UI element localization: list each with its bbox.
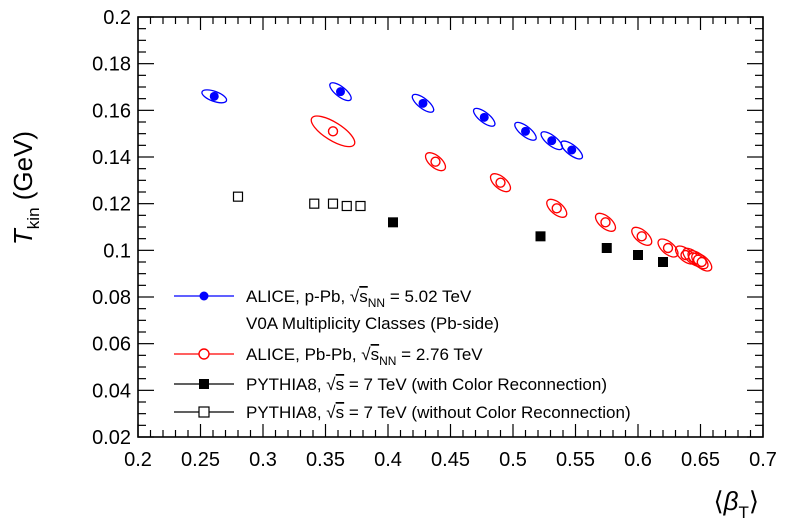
x-tick-label: 0.25: [181, 449, 220, 471]
legend-marker: [199, 291, 209, 301]
pythia-nocr-point: [327, 198, 339, 209]
p-pb-point: [336, 87, 345, 97]
y-tick-label: 0.04: [92, 380, 131, 402]
y-tick-label: 0.06: [92, 334, 131, 356]
y-axis-title: Tkin (GeV): [8, 131, 43, 245]
legend-marker: [198, 406, 210, 418]
x-tick-label: 0.4: [374, 449, 402, 471]
pb-pb-point: [600, 217, 611, 228]
y-tick-label: 0.14: [92, 147, 131, 169]
legend-label: PYTHIA8, √s = 7 TeV (with Color Reconnec…: [246, 375, 607, 394]
legend-label: ALICE, Pb-Pb, √sNN = 2.76 TeV: [246, 345, 483, 368]
pb-pb-contour: [489, 173, 512, 193]
pb-pb-point: [551, 203, 562, 214]
pythia-nocr-point: [232, 191, 244, 202]
legend-label: ALICE, p-Pb, √sNN = 5.02 TeV: [246, 287, 472, 310]
axes: 0.2 0.25 0.3 0.35 0.4 0.45 0.5 0.55 0.6 0.65 0.7 0.…: [92, 7, 777, 471]
pb-pb-point: [662, 242, 674, 254]
y-tick-label: 0.02: [92, 427, 131, 449]
pb-pb-point: [327, 126, 339, 137]
x-tick-label: 0.7: [749, 449, 777, 471]
y-tick-label: 0.08: [92, 287, 131, 309]
pb-pb-contour: [424, 152, 447, 172]
pb-pb-contour: [546, 198, 568, 218]
pythia-cr-point: [658, 257, 668, 267]
pythia-nocr-point: [309, 198, 320, 209]
p-pb-point: [567, 145, 577, 155]
x-tick-label: 0.3: [249, 449, 277, 471]
p-pb-contour: [329, 82, 352, 102]
x-tick-label: 0.5: [499, 449, 527, 471]
pythia-nocr-point: [341, 200, 352, 212]
pb-pb-contour: [594, 212, 617, 232]
pythia-cr-point: [601, 243, 612, 253]
p-pb-contour: [514, 121, 537, 141]
y-tick-label: 0.16: [92, 100, 131, 122]
pythia-nocr-point: [355, 200, 366, 212]
p-pb-point: [521, 126, 530, 136]
pythia-cr-point: [535, 231, 546, 242]
p-pb-point: [418, 98, 428, 108]
x-tick-label: 0.35: [306, 449, 345, 471]
legend-marker: [199, 379, 209, 389]
x-tick-label: 0.2: [124, 449, 152, 471]
y-tick-label: 0.12: [92, 194, 131, 216]
y-tick-label: 0.2: [103, 7, 131, 29]
legend: ALICE, p-Pb, √sNN = 5.02 TeV V0A Multipli…: [174, 287, 631, 422]
p-pb-contour: [411, 93, 435, 113]
p-pb-point: [209, 91, 219, 101]
p-pb-contour: [540, 131, 564, 151]
legend-label: PYTHIA8, √s = 7 TeV (without Color Recon…: [246, 403, 631, 422]
p-pb-contour: [472, 107, 496, 127]
y-tick-label: 0.1: [103, 240, 131, 262]
legend-marker: [198, 348, 210, 360]
data-markers: [201, 82, 713, 272]
pb-pb-point: [430, 156, 441, 167]
pb-pb-point: [696, 256, 707, 268]
pb-pb-contour: [631, 226, 653, 246]
legend-note: V0A Multiplicity Classes (Pb-side): [246, 314, 499, 333]
x-tick-label: 0.65: [681, 449, 720, 471]
p-pb-contour: [560, 140, 584, 160]
pb-pb-point: [495, 177, 506, 188]
pb-pb-point: [636, 231, 647, 242]
p-pb-point: [479, 112, 489, 122]
pb-pb-contour: [691, 252, 713, 272]
x-tick-label: 0.6: [624, 449, 652, 471]
pb-pb-contour: [310, 115, 356, 148]
pythia-cr-point: [633, 250, 643, 260]
x-tick-label: 0.45: [431, 449, 470, 471]
p-pb-contour: [201, 89, 228, 104]
p-pb-point: [547, 136, 557, 146]
x-tick-label: 0.55: [556, 449, 595, 471]
pythia-cr-point: [388, 217, 398, 228]
y-tick-label: 0.18: [92, 54, 131, 76]
